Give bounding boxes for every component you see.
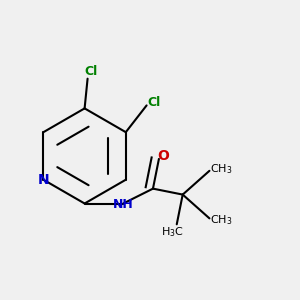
Text: CH$_3$: CH$_3$ bbox=[210, 162, 233, 176]
Text: Cl: Cl bbox=[147, 96, 161, 109]
Text: O: O bbox=[158, 149, 169, 163]
Text: N: N bbox=[38, 173, 49, 187]
Text: NH: NH bbox=[113, 199, 134, 212]
Text: H$_3$C: H$_3$C bbox=[161, 225, 184, 238]
Text: CH$_3$: CH$_3$ bbox=[210, 213, 233, 227]
Text: Cl: Cl bbox=[84, 65, 97, 78]
